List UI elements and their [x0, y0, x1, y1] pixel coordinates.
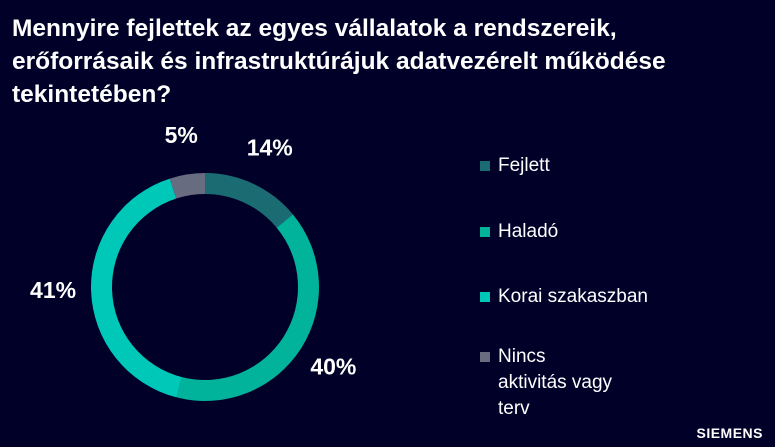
- legend-item: Nincs aktivitás vagy terv: [480, 344, 618, 422]
- legend-item: Haladó: [480, 219, 698, 245]
- value-label: 5%: [165, 122, 198, 148]
- donut-segment: [169, 173, 205, 199]
- legend-label: Haladó: [498, 221, 559, 242]
- legend-label: Nincs aktivitás vagy terv: [498, 346, 613, 419]
- value-label: 14%: [247, 135, 293, 161]
- legend-swatch: [480, 161, 490, 171]
- legend-swatch: [480, 292, 490, 302]
- donut-segment: [176, 214, 319, 401]
- brand-logo: SIEMENS: [696, 425, 763, 441]
- legend-label: Fejlett: [498, 155, 550, 176]
- value-label: 41%: [30, 277, 76, 303]
- legend-item: Korai szakaszban: [480, 284, 698, 310]
- chart-title: Mennyire fejlettek az egyes vállalatok a…: [12, 15, 666, 108]
- value-label: 40%: [310, 354, 356, 380]
- legend-swatch: [480, 352, 490, 362]
- legend-item: Fejlett: [480, 153, 698, 179]
- legend-label: Korai szakaszban: [498, 286, 648, 307]
- legend-swatch: [480, 227, 490, 237]
- donut-segment: [205, 173, 293, 228]
- donut-segment: [91, 178, 182, 398]
